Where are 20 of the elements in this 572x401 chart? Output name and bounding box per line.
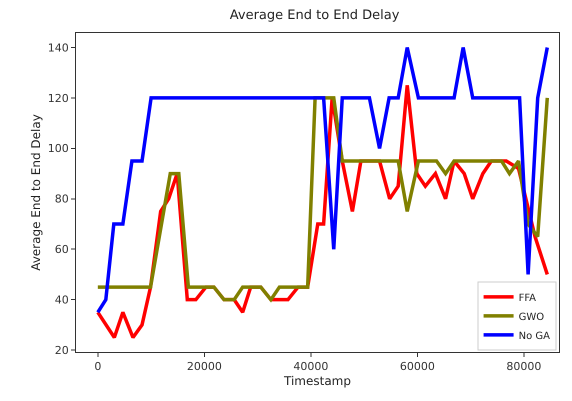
x-axis-title: Timestamp [283, 374, 351, 388]
y-tick-label: 100 [48, 142, 69, 156]
line-series [96, 46, 550, 314]
y-tick-label: 120 [48, 92, 69, 105]
y-tick-label: 60 [54, 243, 69, 256]
x-tick-label: 40000 [293, 360, 328, 374]
x-tick-label: 80000 [506, 360, 542, 374]
y-tick-label: 140 [48, 41, 69, 54]
line-series [96, 96, 550, 302]
legend-label: FFA [518, 292, 536, 304]
chart-title: Average End to End Delay [230, 8, 400, 24]
y-tick-label: 80 [54, 192, 69, 206]
x-tick-label: 60000 [400, 360, 435, 374]
x-tick-label: 20000 [186, 360, 222, 374]
y-axis-title: Average End to End Delay [29, 114, 44, 271]
legend-label: GWO [518, 312, 544, 323]
x-tick-label: 0 [94, 360, 102, 374]
y-tick-label: 20 [54, 344, 69, 357]
y-tick-label: 40 [54, 294, 69, 307]
legend-label: No GA [518, 330, 550, 342]
